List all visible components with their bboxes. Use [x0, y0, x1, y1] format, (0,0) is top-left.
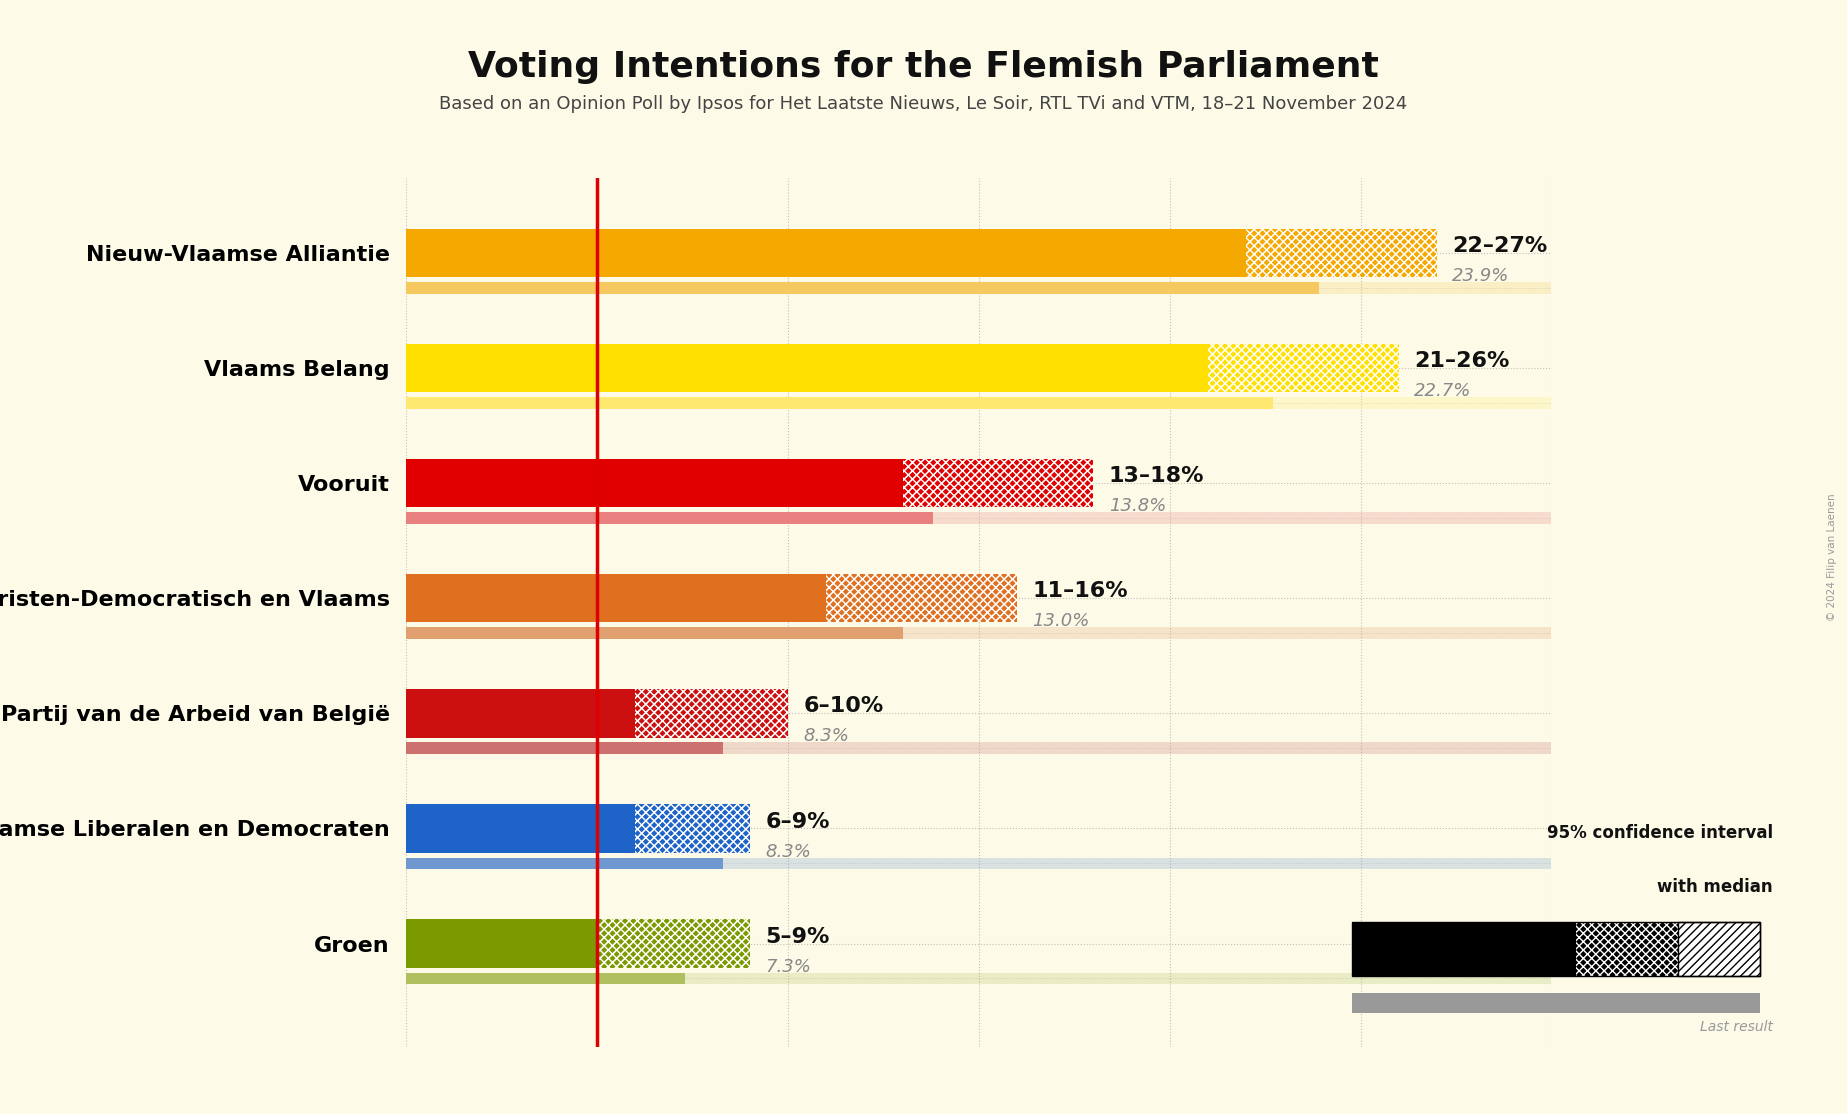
Bar	[826, 574, 1018, 623]
Bar	[406, 742, 724, 754]
Bar	[406, 858, 724, 869]
Bar	[1247, 228, 1437, 277]
Text: 22.7%: 22.7%	[1415, 382, 1472, 400]
Bar	[635, 804, 750, 852]
Bar	[635, 804, 750, 852]
Text: 13–18%: 13–18%	[1108, 467, 1204, 487]
Bar	[597, 919, 750, 968]
Bar	[406, 690, 635, 737]
Bar	[685, 973, 1551, 984]
Bar	[826, 574, 1018, 623]
Bar	[406, 398, 1273, 409]
Bar	[724, 858, 1551, 869]
Bar	[406, 344, 1208, 392]
Bar	[406, 228, 1247, 277]
Bar	[1319, 282, 1551, 294]
Text: 13.0%: 13.0%	[1032, 613, 1090, 631]
Text: 8.3%: 8.3%	[765, 842, 811, 860]
Text: with median: with median	[1657, 878, 1773, 897]
Text: 8.3%: 8.3%	[803, 727, 850, 745]
Text: 5–9%: 5–9%	[765, 927, 829, 947]
Text: 23.9%: 23.9%	[1452, 267, 1509, 285]
Bar	[903, 459, 1093, 507]
Bar	[406, 574, 826, 623]
Text: Based on an Opinion Poll by Ipsos for Het Laatste Nieuws, Le Soir, RTL TVi and V: Based on an Opinion Poll by Ipsos for He…	[440, 95, 1407, 113]
Bar	[406, 512, 933, 524]
Bar	[635, 690, 789, 737]
Bar	[1208, 344, 1398, 392]
Bar	[826, 574, 1018, 623]
Text: 22–27%: 22–27%	[1452, 236, 1548, 256]
Bar	[406, 282, 1319, 294]
Bar	[1352, 922, 1575, 976]
Text: 11–16%: 11–16%	[1032, 582, 1129, 602]
Text: 6–9%: 6–9%	[765, 812, 829, 831]
Bar	[1208, 344, 1398, 392]
Bar	[635, 804, 750, 852]
Bar	[933, 512, 1551, 524]
Bar	[635, 690, 789, 737]
Bar	[903, 459, 1093, 507]
Text: Last result: Last result	[1699, 1020, 1773, 1035]
Bar	[597, 919, 750, 968]
Text: 6–10%: 6–10%	[803, 696, 883, 716]
Text: 21–26%: 21–26%	[1415, 351, 1509, 371]
Bar	[1352, 922, 1760, 976]
Bar	[903, 459, 1093, 507]
Text: 95% confidence interval: 95% confidence interval	[1548, 824, 1773, 842]
Bar	[903, 627, 1551, 638]
Bar	[1575, 922, 1679, 976]
Bar	[1208, 344, 1398, 392]
Bar	[1247, 228, 1437, 277]
Text: 13.8%: 13.8%	[1108, 497, 1165, 516]
Bar	[406, 973, 685, 984]
Bar	[1247, 228, 1437, 277]
Bar	[1352, 994, 1760, 1013]
Bar	[1679, 922, 1760, 976]
Bar	[406, 919, 597, 968]
Bar	[597, 919, 750, 968]
Text: 7.3%: 7.3%	[765, 958, 811, 976]
Text: © 2024 Filip van Laenen: © 2024 Filip van Laenen	[1827, 494, 1838, 620]
Bar	[635, 690, 789, 737]
Bar	[406, 627, 903, 638]
Bar	[724, 742, 1551, 754]
Bar	[1273, 398, 1551, 409]
Bar	[406, 804, 635, 852]
Text: Voting Intentions for the Flemish Parliament: Voting Intentions for the Flemish Parlia…	[467, 50, 1380, 85]
Bar	[406, 459, 903, 507]
